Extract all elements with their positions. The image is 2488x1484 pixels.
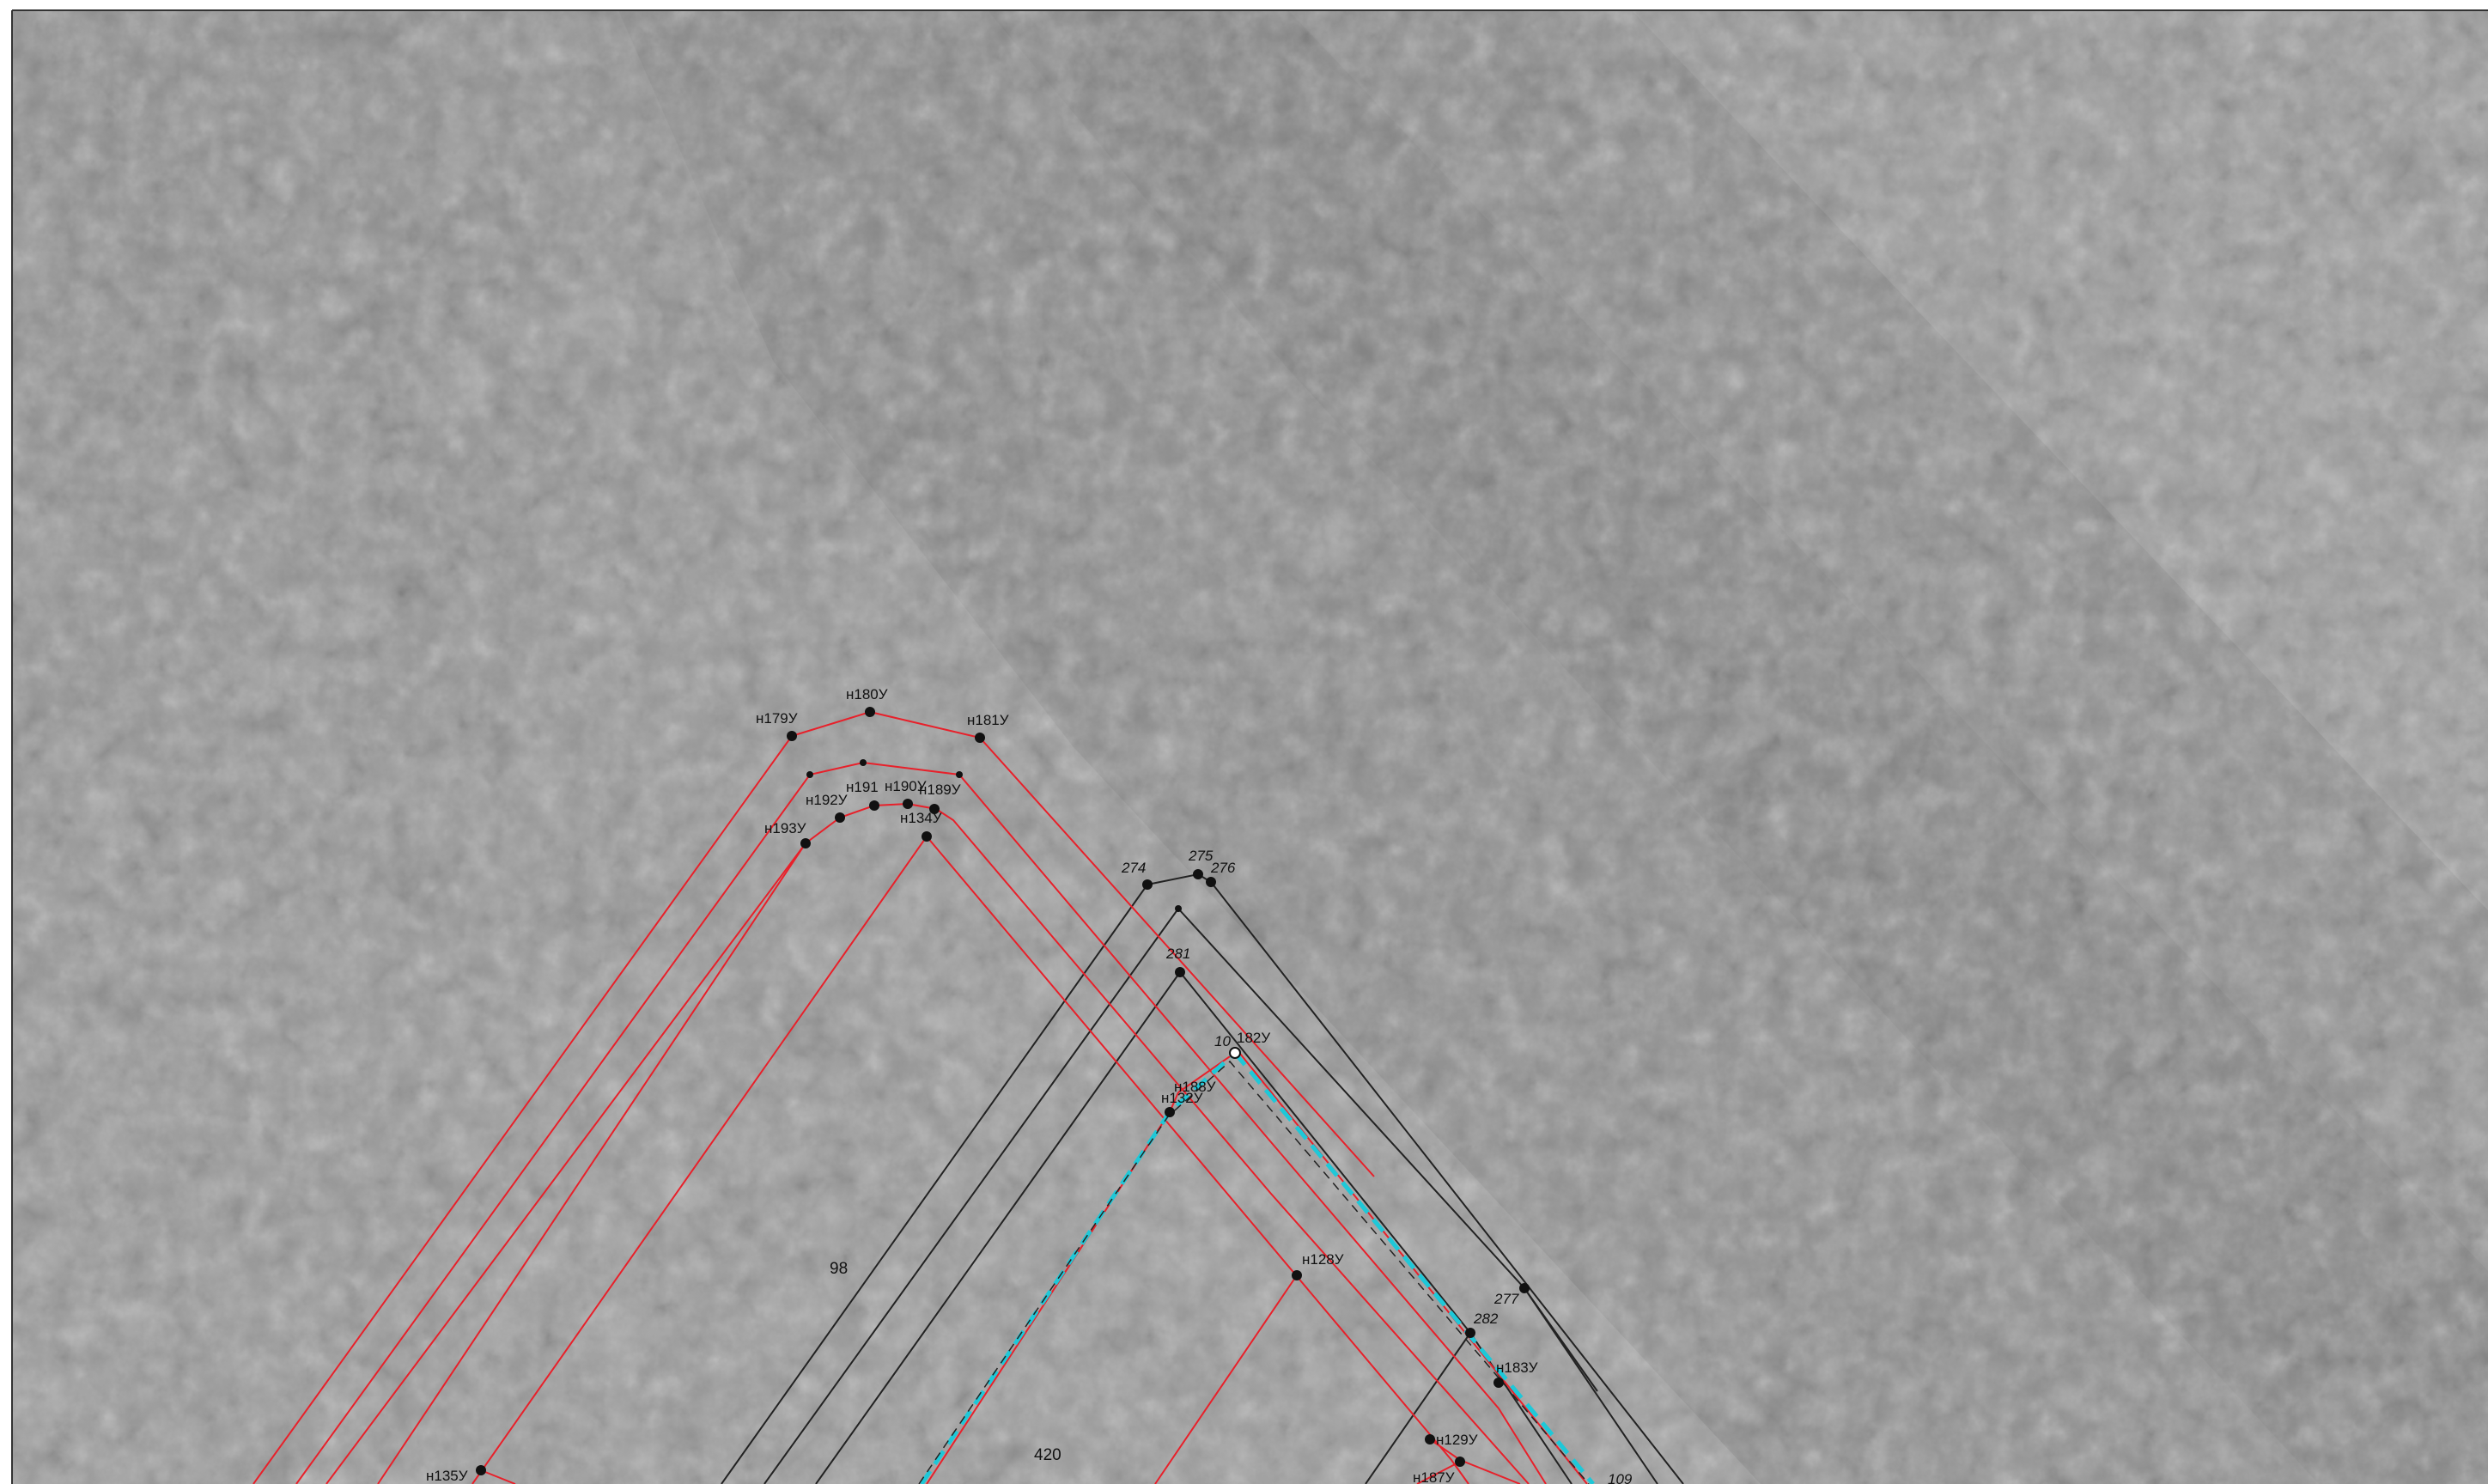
black-boundary-inner bbox=[815, 971, 1181, 1484]
label-n182: 182У bbox=[1237, 1030, 1270, 1046]
point-small-d bbox=[1175, 905, 1182, 912]
label-276: 276 bbox=[1210, 860, 1236, 876]
point-n183 bbox=[1493, 1378, 1504, 1388]
point-small-c bbox=[956, 771, 963, 778]
label-109: 109 bbox=[1608, 1471, 1633, 1484]
point-n189 bbox=[929, 804, 940, 814]
label-n193: н193У bbox=[764, 820, 806, 836]
label-n188: н188У bbox=[1174, 1079, 1216, 1095]
point-n129 bbox=[1425, 1434, 1435, 1444]
point-277 bbox=[1519, 1283, 1530, 1293]
point-182 bbox=[1229, 1047, 1241, 1059]
point-small-a bbox=[806, 771, 813, 778]
point-labels: н179У н180У н181У н191 н190У н189У н192У… bbox=[426, 686, 1633, 1484]
label-n189: н189У bbox=[919, 782, 961, 798]
point-n190 bbox=[903, 799, 913, 809]
black-boundary-right-edge bbox=[1524, 1287, 1598, 1392]
red-fourth bbox=[377, 842, 806, 1484]
point-n134 bbox=[922, 831, 932, 842]
label-10: 10 bbox=[1214, 1033, 1231, 1049]
label-n183: н183У bbox=[1496, 1359, 1538, 1376]
label-n132: н132У bbox=[1161, 1090, 1203, 1106]
point-n132 bbox=[1165, 1107, 1175, 1117]
point-281 bbox=[1175, 967, 1185, 977]
label-n129: н129У bbox=[1436, 1432, 1478, 1448]
red-187 bbox=[1416, 1461, 1461, 1484]
red-inner-a bbox=[471, 835, 1469, 1484]
label-274: 274 bbox=[1121, 860, 1146, 876]
point-282 bbox=[1465, 1328, 1475, 1338]
label-n181: н181У bbox=[967, 712, 1009, 728]
black-boundary-short bbox=[1365, 1332, 1471, 1484]
point-n192 bbox=[835, 812, 845, 823]
point-275 bbox=[1193, 869, 1203, 879]
point-n128 bbox=[1292, 1270, 1302, 1280]
label-n192: н192У bbox=[806, 792, 848, 808]
label-n179: н179У bbox=[756, 710, 798, 727]
label-n191: н191 bbox=[846, 779, 879, 795]
parcel-number-98: 98 bbox=[830, 1260, 848, 1278]
label-277: 277 bbox=[1493, 1291, 1519, 1307]
parcel-number-420: 420 bbox=[1034, 1446, 1062, 1464]
point-small-b bbox=[860, 759, 867, 766]
point-n191 bbox=[869, 800, 879, 811]
label-n128: н128У bbox=[1302, 1251, 1344, 1268]
point-276 bbox=[1206, 877, 1216, 887]
black-dashed-boundary bbox=[918, 1060, 1590, 1484]
point-274 bbox=[1142, 879, 1153, 890]
point-n179 bbox=[787, 731, 797, 741]
label-n187: н187У bbox=[1413, 1469, 1455, 1484]
label-281: 281 bbox=[1165, 946, 1190, 962]
black-boundary-outer-left bbox=[721, 884, 1148, 1484]
red-135 bbox=[480, 1469, 516, 1484]
label-n190: н190У bbox=[885, 778, 927, 794]
black-boundary-outer bbox=[1147, 873, 1684, 1484]
point-n180 bbox=[865, 707, 875, 717]
label-275: 275 bbox=[1188, 848, 1214, 864]
label-282: 282 bbox=[1473, 1311, 1499, 1327]
label-n180: н180У bbox=[846, 686, 888, 702]
boundary-points bbox=[476, 707, 1530, 1475]
label-n134: н134У bbox=[900, 810, 942, 826]
point-n187 bbox=[1455, 1457, 1465, 1467]
point-n181 bbox=[975, 733, 985, 743]
red-128 bbox=[1154, 1274, 1298, 1484]
label-n135: н135У bbox=[426, 1468, 468, 1484]
point-n193 bbox=[800, 838, 811, 848]
point-n135 bbox=[476, 1465, 486, 1475]
